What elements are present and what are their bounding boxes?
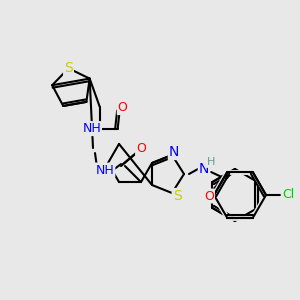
Text: Cl: Cl (282, 188, 294, 202)
Text: N: N (169, 145, 179, 159)
Text: N: N (199, 162, 209, 176)
Text: O: O (136, 142, 146, 154)
Text: NH: NH (96, 164, 114, 177)
Text: S: S (172, 189, 182, 203)
Text: S: S (64, 61, 73, 75)
Text: NH: NH (82, 122, 101, 135)
Text: H: H (207, 157, 215, 167)
Text: O: O (118, 101, 128, 114)
Text: O: O (204, 190, 214, 202)
